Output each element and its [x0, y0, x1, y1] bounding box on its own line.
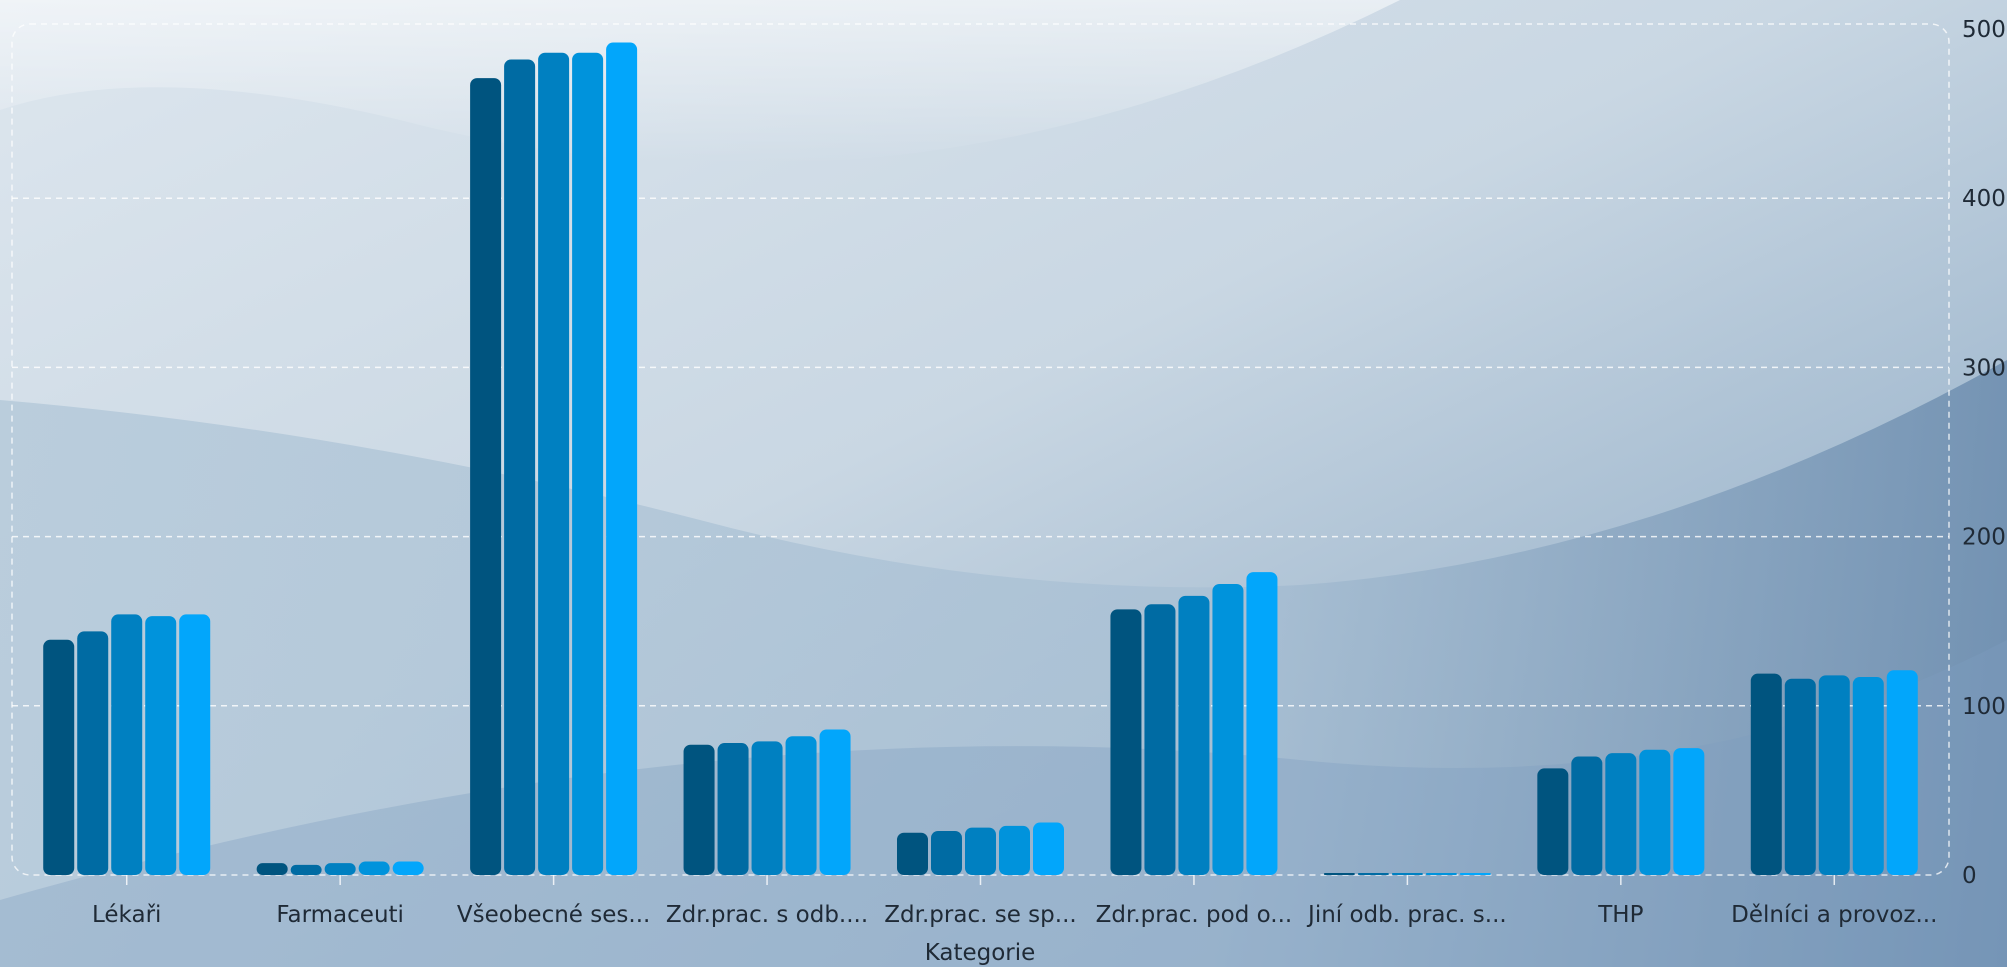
y-tick-label: 500 [1962, 17, 2006, 43]
bar [1605, 753, 1637, 875]
bar [1818, 675, 1850, 875]
bar [717, 743, 749, 875]
bar [1852, 677, 1884, 875]
bar [1537, 768, 1569, 875]
bar [179, 614, 211, 875]
bar [606, 42, 638, 875]
y-tick-label: 200 [1962, 525, 2006, 551]
bar [111, 614, 143, 875]
y-axis-ticks: 0 100 200 300 400 500 [1962, 17, 2006, 889]
bar [392, 861, 424, 875]
bar [819, 729, 851, 875]
bar [324, 863, 356, 875]
bar [256, 863, 288, 875]
bar [1673, 748, 1705, 875]
grid-lines [12, 197, 1949, 707]
x-axis-categories: Lékaři Farmaceuti Všeobecné ses... Zdr.prac… [92, 875, 1937, 928]
bar [1750, 673, 1782, 875]
x-category-label: Všeobecné ses... [457, 902, 650, 928]
background-wave [0, 360, 2007, 967]
bar [785, 736, 817, 875]
x-category-label: Farmaceuti [276, 902, 404, 928]
x-category-label: Zdr.prac. se sp... [884, 902, 1076, 928]
bar [290, 864, 322, 875]
bar [1178, 595, 1210, 875]
x-category-label: THP [1597, 902, 1643, 928]
bar [1144, 604, 1176, 875]
bar [145, 616, 177, 875]
bar [999, 825, 1030, 875]
bar [1391, 873, 1423, 875]
bar [538, 52, 570, 876]
bar [1425, 873, 1457, 875]
bar [1571, 756, 1603, 875]
bar [1639, 749, 1671, 875]
bar [1784, 678, 1816, 875]
background-wave-lower [0, 640, 2007, 967]
y-tick-label: 300 [1962, 355, 2006, 381]
bar [358, 861, 390, 875]
bar [1212, 583, 1244, 875]
x-category-label: Dělníci a provoz... [1731, 902, 1937, 928]
x-category-label: Lékaři [92, 902, 161, 928]
bar [1357, 873, 1389, 875]
bar [751, 741, 783, 875]
background-glow [0, 0, 1400, 165]
y-tick-label: 100 [1962, 694, 2006, 720]
bar [1033, 822, 1064, 875]
bar [931, 831, 962, 875]
bar [1246, 572, 1278, 875]
bar [470, 78, 502, 876]
bar [504, 59, 536, 876]
bar [1110, 609, 1142, 875]
x-category-label: Jiní odb. prac. s... [1306, 902, 1507, 928]
bar [1323, 873, 1355, 875]
x-category-label: Zdr.prac. s odb.... [666, 902, 868, 928]
bar [1886, 670, 1918, 875]
bar [683, 744, 715, 875]
bar [1459, 873, 1491, 875]
bar [77, 631, 109, 875]
x-axis-title: Kategorie [925, 940, 1036, 966]
bar [43, 639, 75, 875]
bars [43, 42, 1918, 876]
bar [897, 832, 928, 875]
x-category-label: Zdr.prac. pod o... [1096, 902, 1293, 928]
bar [572, 52, 604, 876]
y-tick-label: 400 [1962, 186, 2006, 212]
bar [965, 827, 996, 875]
y-tick-label: 0 [1962, 863, 1977, 889]
